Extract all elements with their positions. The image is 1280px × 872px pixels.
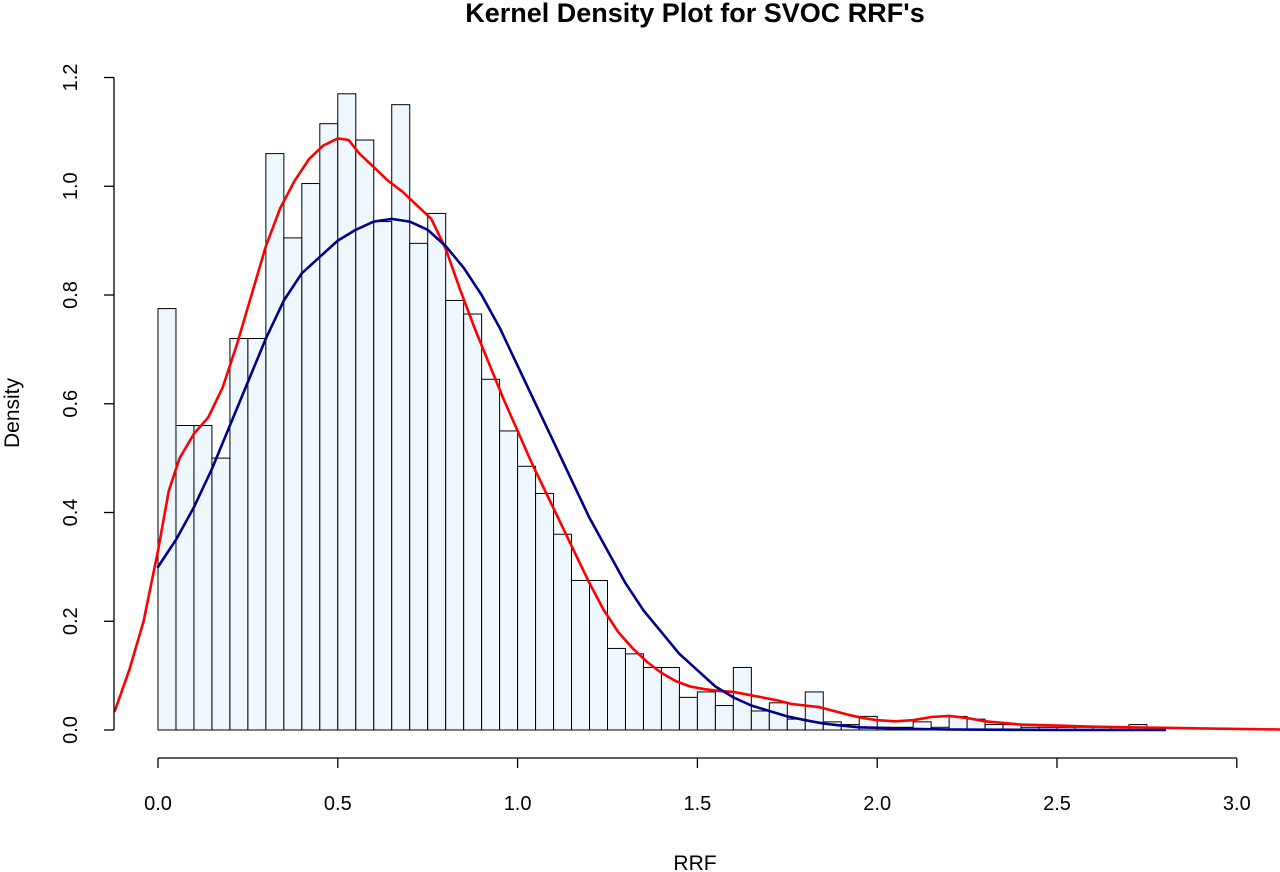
x-tick-label: 1.5 [683, 793, 711, 815]
x-axis-label: RRF [673, 852, 716, 872]
histogram-bar [427, 212, 447, 731]
histogram-bar [337, 93, 357, 731]
histogram-bar [409, 242, 429, 731]
density-curves [113, 137, 1280, 732]
y-axis-label: Density [1, 377, 24, 448]
histogram-bar [175, 425, 195, 731]
histogram-bar [553, 533, 573, 731]
x-tick-label: 2.5 [1043, 793, 1071, 815]
density-curve-2 [156, 217, 1167, 732]
histogram-bars [157, 93, 1148, 731]
histogram-bar [445, 299, 465, 731]
x-axis: 0.0 0.5 1.0 1.5 2.0 2.5 3.0 [144, 757, 1251, 815]
x-tick-label: 2.0 [863, 793, 891, 815]
density-curve-1 [113, 137, 1280, 731]
histogram-bar [517, 465, 537, 731]
y-tick-label: 0.0 [60, 716, 82, 744]
histogram-bar [283, 237, 303, 731]
y-tick-label: 0.2 [60, 607, 82, 635]
histogram-bar [499, 430, 519, 731]
histogram-bar [696, 691, 716, 731]
histogram-bar [481, 378, 501, 731]
histogram-bar [193, 425, 213, 731]
histogram-bar [624, 653, 644, 731]
y-tick-label: 0.4 [60, 499, 82, 527]
x-tick-label: 1.0 [504, 793, 532, 815]
histogram-bar [391, 104, 411, 731]
histogram-bar [463, 313, 483, 731]
histogram-bar [642, 666, 662, 731]
y-axis: 0.0 0.2 0.4 0.6 0.8 1.0 1.2 [60, 64, 115, 744]
chart-title: Kernel Density Plot for SVOC RRF's [465, 0, 925, 28]
y-tick-label: 0.6 [60, 390, 82, 418]
histogram-bar [571, 579, 591, 731]
histogram-bar [714, 705, 734, 731]
histogram-bar [247, 338, 267, 731]
x-tick-label: 0.0 [144, 793, 172, 815]
y-tick-label: 1.0 [60, 172, 82, 200]
histogram-bar [535, 492, 555, 731]
histogram-bar [373, 221, 393, 731]
histogram-bar [678, 696, 698, 731]
histogram-bar [607, 647, 626, 731]
x-tick-label: 3.0 [1223, 793, 1251, 815]
y-tick-label: 1.2 [60, 64, 82, 92]
y-tick-label: 0.8 [60, 281, 82, 309]
histogram-bar [229, 338, 249, 731]
histogram-bar [319, 123, 339, 731]
histogram-bar [157, 308, 177, 731]
x-tick-label: 0.5 [324, 793, 352, 815]
histogram-bar [211, 457, 231, 731]
histogram-bar [750, 710, 770, 731]
